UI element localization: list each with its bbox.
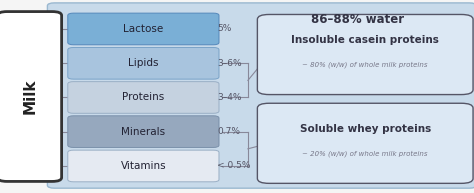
Text: Minerals: Minerals xyxy=(121,127,165,137)
FancyBboxPatch shape xyxy=(257,14,473,95)
FancyBboxPatch shape xyxy=(47,3,474,188)
Text: Insoluble casein proteins: Insoluble casein proteins xyxy=(292,35,439,45)
Text: Lactose: Lactose xyxy=(123,24,164,34)
Text: 3–6%: 3–6% xyxy=(217,59,242,68)
FancyBboxPatch shape xyxy=(68,47,219,79)
Text: 86–88% water: 86–88% water xyxy=(311,13,404,26)
Text: Vitamins: Vitamins xyxy=(120,161,166,171)
Text: Soluble whey proteins: Soluble whey proteins xyxy=(300,124,431,134)
FancyBboxPatch shape xyxy=(0,12,62,181)
FancyBboxPatch shape xyxy=(68,116,219,147)
FancyBboxPatch shape xyxy=(68,150,219,182)
FancyBboxPatch shape xyxy=(68,13,219,45)
FancyBboxPatch shape xyxy=(68,82,219,113)
Text: < 0.5%: < 0.5% xyxy=(217,162,251,170)
Text: ~ 20% (w/w) of whole milk proteins: ~ 20% (w/w) of whole milk proteins xyxy=(302,151,428,157)
Text: ~ 80% (w/w) of whole milk proteins: ~ 80% (w/w) of whole milk proteins xyxy=(302,62,428,69)
Text: Lipids: Lipids xyxy=(128,58,159,68)
Text: Milk: Milk xyxy=(22,79,37,114)
FancyBboxPatch shape xyxy=(257,103,473,183)
Text: 5%: 5% xyxy=(217,25,231,33)
Text: Proteins: Proteins xyxy=(122,92,164,102)
Text: 0.7%: 0.7% xyxy=(217,127,240,136)
Text: 3–4%: 3–4% xyxy=(217,93,242,102)
